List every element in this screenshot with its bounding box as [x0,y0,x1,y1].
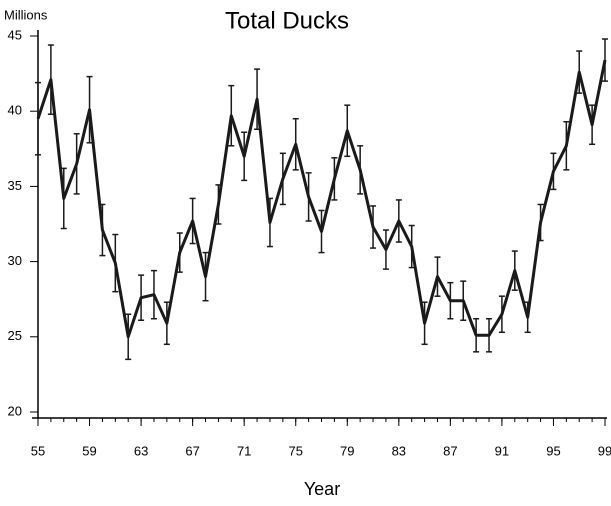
x-tick-label: 71 [237,443,251,458]
x-tick-label: 75 [288,443,302,458]
x-tick-label: 95 [546,443,560,458]
y-tick-label: 30 [8,253,22,268]
x-tick-label: 83 [392,443,406,458]
x-tick-label: 55 [31,443,45,458]
x-tick-label: 63 [134,443,148,458]
y-tick-label: 25 [8,328,22,343]
y-tick-label: 35 [8,178,22,193]
y-tick-label: 45 [8,27,22,42]
x-tick-label: 91 [495,443,509,458]
x-tick-label: 87 [443,443,457,458]
x-axis-title: Year [304,479,340,499]
y-tick-label: 40 [8,103,22,118]
x-tick-label: 99 [598,443,611,458]
y-tick-label: 20 [8,403,22,418]
y-axis-title: Millions [4,7,48,22]
x-tick-label: 59 [82,443,96,458]
x-tick-label: 67 [185,443,199,458]
data-line [36,59,607,339]
x-tick-label: 79 [340,443,354,458]
chart-title: Total Ducks [225,7,349,34]
